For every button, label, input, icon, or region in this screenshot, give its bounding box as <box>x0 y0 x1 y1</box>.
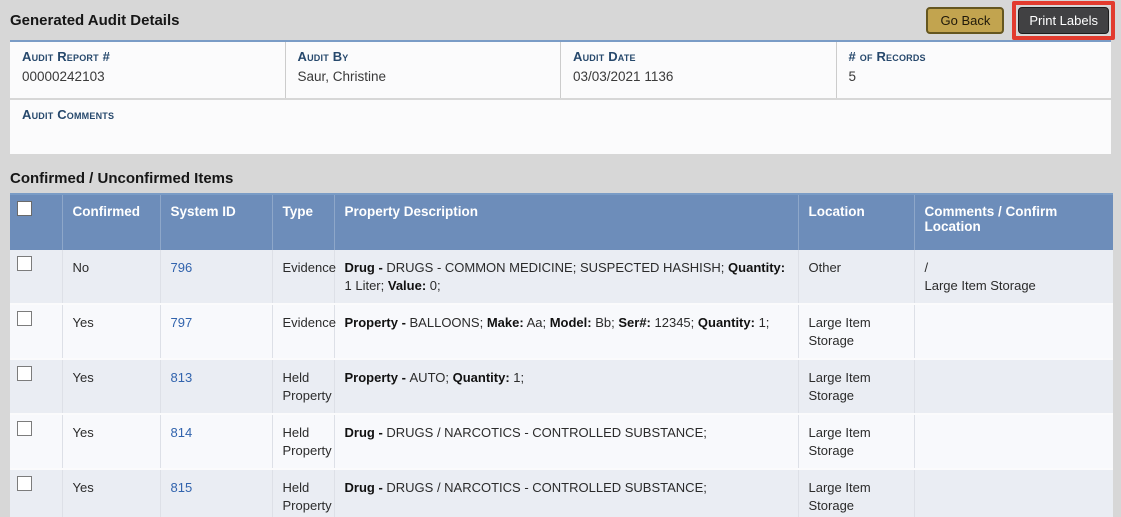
audit-summary-panel: Audit Report # 00000242103 Audit By Saur… <box>10 40 1111 98</box>
row-checkbox-cell <box>10 359 63 416</box>
audit-date-value: 03/03/2021 1136 <box>573 69 674 84</box>
audit-report-number-cell: Audit Report # 00000242103 <box>10 42 286 98</box>
audit-report-number-value: 00000242103 <box>22 69 105 84</box>
comments-confirm-location-cell <box>914 359 1113 416</box>
table-row: Yes 797 Evidence Property - BALLOONS; Make:… <box>10 304 1113 361</box>
property-description-cell: Drug - DRUGS / NARCOTICS - CONTROLLED SU… <box>334 414 799 471</box>
property-description-cell: Drug - DRUGS / NARCOTICS - CONTROLLED SU… <box>334 469 799 517</box>
items-table-header-row: Confirmed System ID Type Property Descri… <box>10 194 1113 250</box>
col-header-property-description: Property Description <box>334 194 799 250</box>
type-cell: Evidence <box>272 250 336 306</box>
page-title: Generated Audit Details <box>10 11 180 29</box>
items-table-body: No 796 Evidence Drug - DRUGS - COMMON MEDIC… <box>10 250 1113 517</box>
location-cell: Large Item Storage <box>798 414 915 471</box>
audit-by-cell: Audit By Saur, Christine <box>286 42 561 98</box>
type-cell: Held Property <box>272 469 335 517</box>
audit-date-cell: Audit Date 03/03/2021 1136 <box>561 42 837 98</box>
row-checkbox[interactable] <box>17 476 32 492</box>
location-cell: Other <box>798 250 915 306</box>
row-checkbox[interactable] <box>17 366 32 382</box>
row-checkbox[interactable] <box>17 256 32 271</box>
location-cell: Large Item Storage <box>798 304 915 361</box>
location-cell: Large Item Storage <box>798 359 915 416</box>
comments-confirm-location-cell <box>914 414 1113 471</box>
col-header-type: Type <box>272 194 335 250</box>
property-description-cell: Property - AUTO; Quantity: 1; <box>334 359 799 416</box>
system-id-cell: 813 <box>160 359 273 416</box>
col-header-confirmed: Confirmed <box>62 194 161 250</box>
items-section-title: Confirmed / Unconfirmed Items <box>10 170 234 187</box>
print-labels-highlight-box: Print Labels <box>1012 0 1115 40</box>
table-row: Yes 814 Held Property Drug - DRUGS / NARCOT… <box>10 414 1113 471</box>
confirmed-cell: Yes <box>62 469 161 517</box>
comments-confirm-location-cell <box>914 304 1113 361</box>
type-cell: Held Property <box>272 414 335 471</box>
audit-by-label: Audit By <box>297 49 349 64</box>
system-id-link[interactable]: 813 <box>170 370 193 386</box>
row-checkbox-cell <box>10 304 63 361</box>
property-description-cell: Property - BALLOONS; Make: Aa; Model: Bb… <box>334 304 799 361</box>
items-table: Confirmed System ID Type Property Descri… <box>10 193 1113 517</box>
location-cell: Large Item Storage <box>798 469 915 517</box>
system-id-link[interactable]: 815 <box>170 480 193 496</box>
property-description-cell: Drug - DRUGS - COMMON MEDICINE; SUSPECTE… <box>334 250 799 306</box>
system-id-link[interactable]: 797 <box>170 315 193 331</box>
system-id-cell: 815 <box>160 469 273 517</box>
type-cell: Evidence <box>272 304 336 361</box>
col-header-comments: Comments / Confirm Location <box>914 194 1113 250</box>
records-count-cell: # of Records 5 <box>837 42 1112 98</box>
system-id-link[interactable]: 796 <box>170 260 193 275</box>
audit-by-value: Saur, Christine <box>297 69 387 84</box>
records-count-value: 5 <box>848 69 857 84</box>
select-all-checkbox[interactable] <box>17 201 32 216</box>
audit-comments-panel: Audit Comments <box>10 100 1111 154</box>
row-checkbox-cell <box>10 414 63 471</box>
comments-confirm-location-cell: / Large Item Storage <box>914 250 1113 306</box>
print-labels-button[interactable]: Print Labels <box>1018 6 1109 34</box>
row-checkbox-cell <box>10 250 63 306</box>
header-checkbox-cell <box>10 194 63 250</box>
type-cell: Held Property <box>272 359 335 416</box>
comments-confirm-location-cell <box>914 469 1113 517</box>
confirmed-cell: No <box>62 250 161 306</box>
audit-report-number-label: Audit Report # <box>22 49 111 64</box>
col-header-location: Location <box>798 194 915 250</box>
table-row: No 796 Evidence Drug - DRUGS - COMMON MEDIC… <box>10 250 1113 306</box>
records-count-label: # of Records <box>848 49 926 64</box>
audit-comments-label: Audit Comments <box>22 107 115 122</box>
system-id-link[interactable]: 814 <box>170 425 193 441</box>
header-bar: Generated Audit Details Go Back Print La… <box>0 0 1121 40</box>
go-back-button[interactable]: Go Back <box>926 6 1005 34</box>
row-checkbox[interactable] <box>17 421 32 437</box>
row-checkbox[interactable] <box>17 311 32 327</box>
table-row: Yes 813 Held Property Property - AUTO; Quan… <box>10 359 1113 416</box>
header-buttons: Go Back Print Labels <box>926 0 1115 40</box>
col-header-system-id: System ID <box>160 194 273 250</box>
table-row: Yes 815 Held Property Drug - DRUGS / NARCOT… <box>10 469 1113 517</box>
confirmed-cell: Yes <box>62 414 161 471</box>
confirmed-cell: Yes <box>62 359 161 416</box>
confirmed-cell: Yes <box>62 304 161 361</box>
audit-date-label: Audit Date <box>573 49 636 64</box>
system-id-cell: 796 <box>160 250 273 306</box>
row-checkbox-cell <box>10 469 63 517</box>
system-id-cell: 797 <box>160 304 273 361</box>
system-id-cell: 814 <box>160 414 273 471</box>
